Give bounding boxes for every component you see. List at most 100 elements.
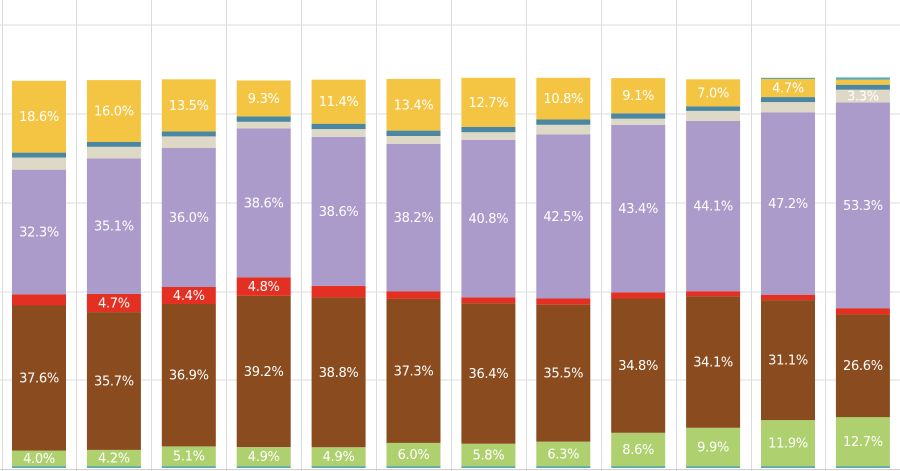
bar-segment-blue [12, 152, 66, 158]
bar-segment-brown [161, 304, 216, 447]
data-label-green: 6.0% [398, 448, 430, 463]
bar-segment-red [161, 287, 216, 304]
bar-segment-red [835, 308, 890, 315]
bar-segment-purple [12, 169, 66, 295]
data-label-yellow: 4.7% [772, 82, 804, 97]
bar-segment-beige [686, 111, 741, 121]
data-label-purple: 44.1% [693, 200, 733, 215]
bar-segment-red [386, 291, 441, 299]
bar-segment-purple [611, 124, 666, 293]
bar-segment-green [761, 420, 815, 466]
bar-segment-green [311, 447, 366, 467]
data-label-green: 11.9% [768, 437, 808, 452]
data-label-yellow: 7.0% [697, 86, 729, 101]
bar-segment-purple [86, 158, 141, 294]
bar-segment-brown [835, 314, 890, 418]
bar-segment-blue [311, 123, 366, 130]
data-label-yellow: 11.4% [319, 95, 359, 110]
bar-segment-teal-top [761, 77, 815, 79]
bar-segment-yellow [686, 79, 741, 107]
bar-segment-purple [386, 143, 441, 292]
data-label-brown: 39.2% [244, 365, 284, 380]
data-label-brown: 34.1% [693, 356, 733, 371]
data-label-purple: 38.6% [319, 205, 359, 220]
data-label-purple: 47.2% [768, 197, 808, 212]
data-label-green: 5.8% [472, 448, 504, 463]
bar-segment-red [236, 277, 291, 296]
bar-segment-teal-base [86, 466, 141, 468]
bar-segment-teal-base [461, 466, 516, 468]
bar-segment-blue [461, 126, 516, 133]
data-label-purple: 32.3% [19, 226, 59, 241]
bar-segment-beige [611, 118, 666, 125]
bar-segment-yellow [386, 78, 441, 131]
bar-segment-teal-base [386, 466, 441, 468]
data-label-green: 4.0% [23, 452, 55, 467]
data-label-brown: 31.1% [768, 354, 808, 369]
bar-segment-green [161, 446, 216, 467]
bar-segment-brown [311, 297, 366, 448]
bar-segment-green [236, 447, 291, 467]
data-label-green: 9.9% [697, 441, 729, 456]
bar-segment-beige [761, 102, 815, 113]
bar-segment-yellow [461, 77, 516, 127]
bar-segment-teal-base [161, 466, 216, 468]
bar-segment-teal-base [761, 466, 815, 468]
bar-segment-red [686, 291, 741, 297]
bar-segment-teal-base [236, 466, 291, 468]
bar-segment-green [835, 417, 890, 466]
bar-segment-teal-base [12, 466, 66, 468]
bar-segment-purple [761, 112, 815, 295]
data-label-beige: 3.3% [847, 90, 879, 105]
bar-segment-red [461, 297, 516, 304]
bar-segment-purple [236, 128, 291, 278]
bar-segment-red [311, 285, 366, 298]
bar-segment-purple [461, 139, 516, 298]
bar-segment-teal-base [835, 466, 890, 468]
data-label-red: 4.4% [173, 289, 205, 304]
bar-segment-brown [386, 298, 441, 443]
bar-segment-blue [86, 141, 141, 147]
bar-segment-brown [536, 304, 591, 442]
bar-segment-beige [311, 129, 366, 137]
data-label-red: 4.7% [98, 297, 130, 312]
data-label-brown: 38.8% [319, 366, 359, 381]
bar-segment-green [686, 427, 741, 467]
data-label-brown: 35.7% [94, 375, 134, 390]
data-label-yellow: 9.1% [622, 89, 654, 104]
data-label-yellow: 12.7% [468, 96, 508, 111]
data-label-purple: 40.8% [468, 212, 508, 227]
data-label-purple: 42.5% [543, 210, 583, 225]
bar-segment-teal-base [686, 466, 741, 468]
data-label-brown: 37.3% [394, 364, 434, 379]
data-label-brown: 36.4% [468, 367, 508, 382]
bar-segment-teal-base [611, 466, 666, 468]
bar-segment-red [536, 298, 591, 305]
data-label-green: 8.6% [622, 443, 654, 458]
data-label-purple: 38.2% [394, 211, 434, 226]
data-label-yellow: 18.6% [19, 110, 59, 125]
bar-segment-red [761, 294, 815, 301]
data-label-brown: 35.5% [543, 367, 583, 382]
data-label-yellow: 10.8% [543, 92, 583, 107]
data-label-yellow: 9.3% [248, 92, 280, 107]
bar-segment-brown [686, 296, 741, 428]
data-label-brown: 36.9% [169, 369, 209, 384]
data-label-green: 4.9% [248, 450, 280, 465]
data-label-yellow: 13.5% [169, 99, 209, 114]
data-label-yellow: 13.4% [394, 98, 434, 113]
bar-segment-green [461, 443, 516, 467]
data-label-yellow: 16.0% [94, 105, 134, 120]
bar-segment-green [536, 441, 591, 467]
bar-segment-red [12, 294, 66, 306]
bar-segment-beige [236, 121, 291, 129]
bar-segment-beige [161, 136, 216, 148]
bar-segment-yellow [86, 80, 141, 142]
data-label-purple: 43.4% [618, 202, 658, 217]
bar-segment-yellow [536, 77, 591, 120]
bar-segment-blue [761, 97, 815, 103]
bar-segment-purple [161, 148, 216, 287]
bar-segment-yellow [611, 78, 666, 114]
